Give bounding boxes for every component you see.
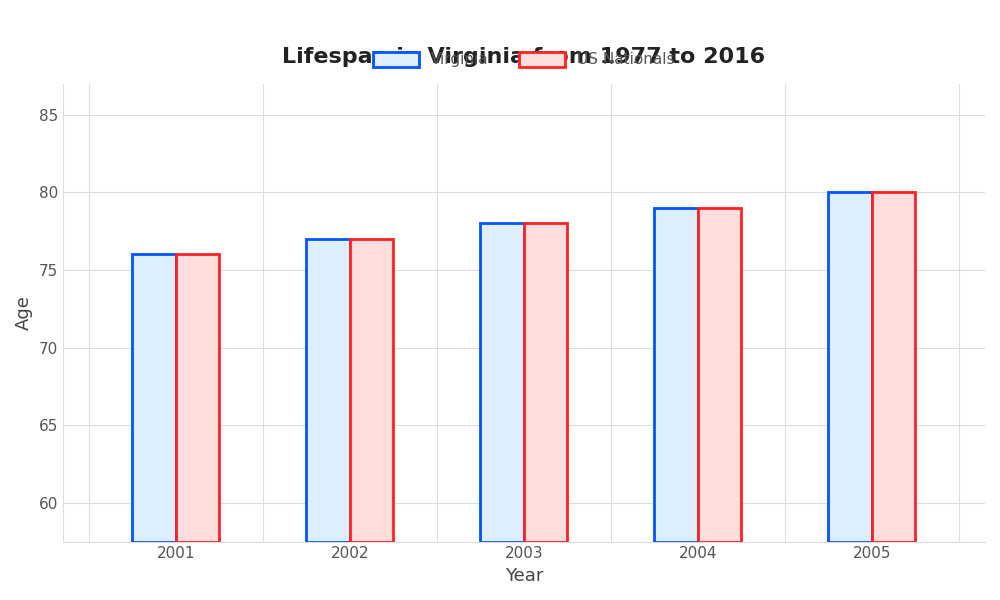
Bar (828, 192, 872, 542)
Bar (176, 254, 219, 542)
Title: Lifespan in Virginia from 1977 to 2016: Lifespan in Virginia from 1977 to 2016 (282, 47, 765, 67)
Bar (654, 208, 698, 542)
Bar (480, 223, 524, 542)
Bar (698, 208, 741, 542)
Bar (350, 239, 393, 542)
Bar (872, 192, 915, 542)
X-axis label: Year: Year (505, 567, 543, 585)
Bar (524, 223, 567, 542)
Legend: Virginia, US Nationals: Virginia, US Nationals (367, 46, 681, 74)
Bar (132, 254, 176, 542)
Bar (306, 239, 350, 542)
Y-axis label: Age: Age (15, 295, 33, 330)
